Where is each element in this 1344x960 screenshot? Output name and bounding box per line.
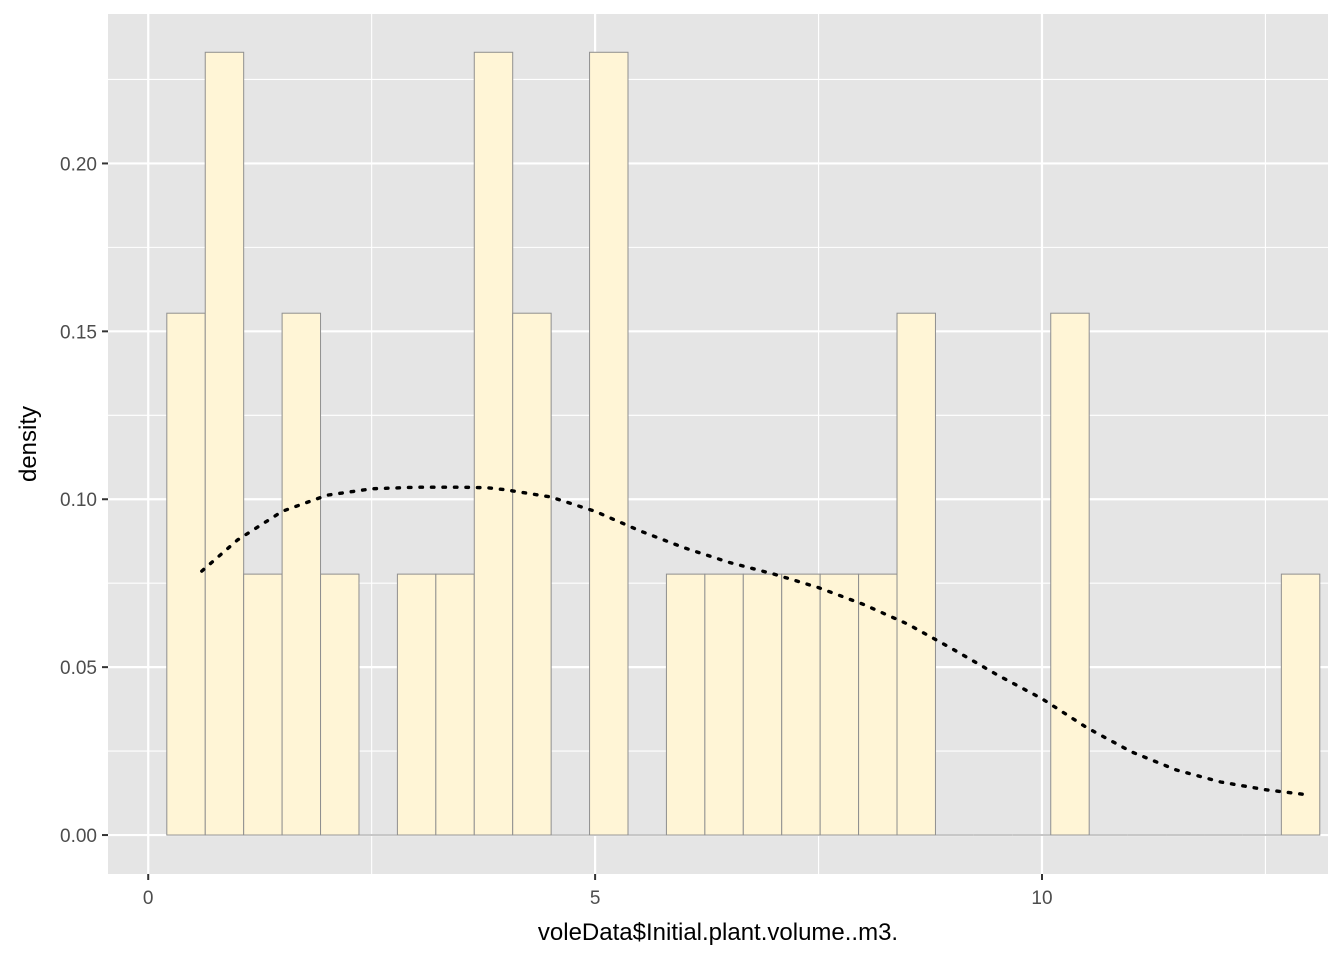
histogram-bar xyxy=(1280,573,1321,836)
histogram-bar xyxy=(473,51,514,836)
histogram-bar xyxy=(396,573,437,836)
histogram-bar xyxy=(704,573,744,836)
x-tick-label: 5 xyxy=(590,888,601,909)
y-tick-label: 0.20 xyxy=(60,154,97,175)
histogram-bar xyxy=(166,312,206,836)
x-tick-label: 10 xyxy=(1031,888,1052,909)
x-axis-title: voleData$Initial.plant.volume..m3. xyxy=(538,919,898,946)
y-tick-label: 0.00 xyxy=(60,826,97,847)
histogram-bar xyxy=(589,51,629,836)
histogram-bar xyxy=(781,573,821,836)
histogram-bar xyxy=(435,573,475,836)
histogram-bar xyxy=(858,573,898,836)
y-tick-label: 0.10 xyxy=(60,490,97,511)
histogram-bar xyxy=(742,573,783,836)
y-axis: 0.00 0.05 0.10 0.15 0.20 xyxy=(60,154,108,847)
y-tick-label: 0.15 xyxy=(60,322,97,343)
y-axis-title: density xyxy=(15,406,42,482)
histogram-bars xyxy=(166,51,1321,836)
histogram-bar xyxy=(665,573,706,836)
x-axis: 0 5 10 xyxy=(143,874,1053,909)
histogram-bar xyxy=(512,312,552,836)
histogram-bar xyxy=(896,312,936,836)
y-tick-label: 0.05 xyxy=(60,658,97,679)
histogram-bar xyxy=(320,573,360,836)
density-curve xyxy=(200,485,1312,797)
histogram-bar xyxy=(1050,312,1090,836)
histogram-bar xyxy=(204,51,245,836)
histogram-bar xyxy=(281,312,322,836)
histogram-bar xyxy=(819,573,860,836)
histogram-bar xyxy=(243,573,283,836)
x-tick-label: 0 xyxy=(143,888,154,909)
